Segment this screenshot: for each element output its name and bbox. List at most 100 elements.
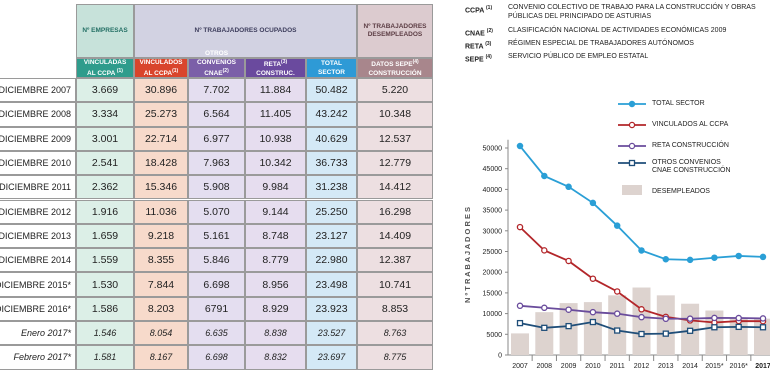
marker [711,314,718,322]
superscript: (2) [486,28,493,34]
note-text: CONVENIO COLECTIVO DE TRABAJO PARA LA CO… [508,4,756,20]
marker [638,313,645,321]
x-tick-label: 2010 [585,363,601,370]
bar [632,287,651,355]
abbr: CCPA [465,7,485,15]
marker [686,256,694,264]
marker [614,327,621,334]
header-text: OTROS CONVENIOS CNAE [196,49,236,78]
table-cell: 23.697 [306,345,357,370]
x-tick-label: 2016* [730,363,749,370]
marker [589,318,597,326]
marker [735,314,742,322]
abbr: SEPE [465,56,484,64]
table-cell: 8.853 [357,296,433,321]
table-cell: 8.355 [134,248,188,273]
bar [535,312,554,355]
header-text: VINCULADAS AL CCPA [83,58,127,78]
superscript: (1) [486,5,493,11]
table-cell: 23.498 [306,272,357,297]
table-cell: 5.070 [188,199,245,224]
y-tick-label: 0 [498,353,502,360]
table-cell: 1.530 [76,272,134,297]
table-cell: 31.238 [306,175,357,200]
header-text: CONSTRUC. [256,70,295,78]
header-text: VINCULADOS AL CCPA [139,58,183,78]
x-tick-label: 2012 [634,363,650,370]
table-cell: 8.929 [245,296,306,321]
x-tick-label: 2007 [512,363,528,370]
header-text: DATOS SEPE [371,61,413,69]
table-cell: 2.541 [76,150,134,176]
table-cell: 12.537 [357,126,433,151]
table-cell: 8.956 [245,272,306,297]
legend-label: TOTAL SECTOR [652,100,705,107]
table-cell: 25.273 [134,102,188,127]
table-cell: 11.405 [245,102,306,127]
note-abbr: SEPE (4) [465,53,492,65]
abbr: CNAE [465,30,485,38]
marker [541,172,548,180]
superscript: (2) [222,67,229,74]
table-cell: 2.362 [76,175,134,200]
marker [686,327,694,334]
marker [662,256,670,263]
table-cell: 8.054 [134,321,188,346]
table-cell: 8.775 [357,345,433,370]
row-label: DICIEMBRE 2015* [0,272,76,297]
marker [711,324,718,331]
sub-header: DATOS SEPE(4) CONSTRUCCIÓN [357,58,433,78]
superscript: (4) [485,54,492,60]
table-cell: 12.387 [357,248,433,273]
marker [638,306,645,313]
marker [686,315,694,322]
legend-marker [628,100,636,108]
y-tick-label: 25000 [483,249,503,256]
header-text: CONSTRUCCIÓN [368,70,422,78]
table-cell: 18.428 [134,150,188,176]
note-abbr: CNAE (2) [465,27,493,39]
table-cell: 11.884 [245,78,306,103]
y-tick-label: 35000 [483,208,503,215]
table-cell: 8.779 [245,248,306,273]
table-cell: 7.963 [188,150,245,176]
y-tick-label: 50000 [483,146,503,153]
marker [565,183,572,191]
table-cell: 5.161 [188,223,245,249]
table-cell: 9.218 [134,223,188,249]
table-cell: 10.348 [357,102,433,127]
bar [511,333,529,355]
y-tick-label: 20000 [483,270,503,277]
row-label: DICIEMBRE 2010 [0,150,76,176]
table-cell: 6.564 [188,102,245,127]
marker [662,330,669,337]
superscript: (1) [172,67,179,74]
superscript: (1) [116,67,123,74]
row-label: DICIEMBRE 2008 [0,102,76,127]
marker [541,304,548,312]
marker [613,310,621,317]
superscript: (3) [485,41,492,47]
row-label: Enero 2017* [0,321,76,346]
marker [638,247,645,254]
table-cell: 23.527 [306,321,357,346]
marker [613,222,621,229]
marker [613,288,621,295]
table-cell: 6791 [188,296,245,321]
row-label: DICIEMBRE 2011 [0,175,76,200]
marker [662,315,670,323]
bar [608,295,627,355]
y-tick-label: 45000 [483,166,503,173]
table-cell: 10.342 [245,150,306,176]
x-tick-label: 2015* [705,363,724,370]
legend-label: DESEMPLEADOS [652,188,710,195]
table-cell: 30.896 [134,78,188,103]
table-cell: 8.763 [357,321,433,346]
marker [711,254,718,261]
table-cell: 11.036 [134,199,188,224]
table-cell: 6.635 [188,321,245,346]
row-label: DICIEMBRE 2016* [0,296,76,321]
x-tick-label: 2017 [755,363,770,370]
